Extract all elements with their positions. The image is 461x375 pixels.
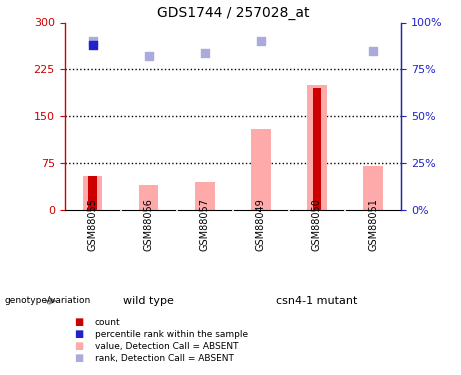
Point [257,38,265,44]
Text: GSM88056: GSM88056 [144,198,154,251]
Point [369,48,377,54]
Point [89,38,96,44]
Text: ■: ■ [74,318,83,327]
Bar [313,88,321,210]
Text: GSM88057: GSM88057 [200,198,210,251]
Point [89,42,96,48]
Bar [195,182,214,210]
Bar [251,129,271,210]
Text: wild type: wild type [123,296,174,306]
Bar [83,176,102,210]
Title: GDS1744 / 257028_at: GDS1744 / 257028_at [157,6,309,20]
Text: ■: ■ [74,354,83,363]
Text: ■: ■ [74,342,83,351]
Point [145,53,152,59]
Text: genotype/variation: genotype/variation [5,296,91,305]
Bar [139,185,159,210]
Bar [307,85,327,210]
Text: percentile rank within the sample: percentile rank within the sample [95,330,248,339]
Text: count: count [95,318,120,327]
Text: GSM88051: GSM88051 [368,198,378,251]
Point [201,50,208,55]
Text: GSM88050: GSM88050 [312,198,322,251]
Text: GSM88049: GSM88049 [256,198,266,251]
Text: value, Detection Call = ABSENT: value, Detection Call = ABSENT [95,342,238,351]
Bar [363,166,383,210]
Text: GSM88055: GSM88055 [88,198,98,251]
Bar [88,176,97,210]
Text: csn4-1 mutant: csn4-1 mutant [276,296,358,306]
Text: rank, Detection Call = ABSENT: rank, Detection Call = ABSENT [95,354,233,363]
Text: ■: ■ [74,330,83,339]
